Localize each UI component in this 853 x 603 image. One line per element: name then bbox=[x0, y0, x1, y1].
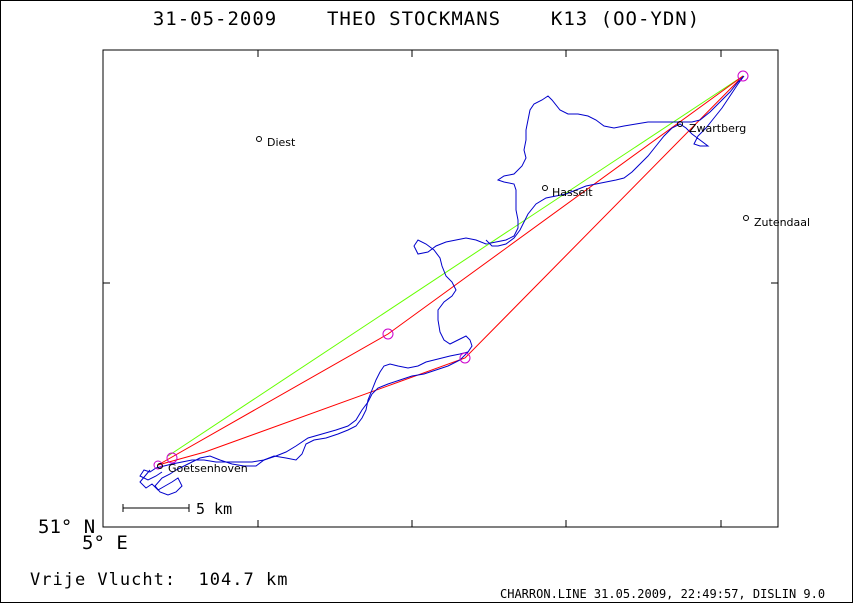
place-marker-zwartberg bbox=[677, 121, 683, 127]
turnpoint-2 bbox=[382, 328, 394, 340]
place-marker-goetsenhoven bbox=[157, 463, 163, 469]
flight-track-return bbox=[139, 351, 469, 481]
turnpoints bbox=[153, 70, 749, 470]
place-marker-diest bbox=[256, 136, 262, 142]
place-label-zutendaal: Zutendaal bbox=[754, 216, 810, 229]
scale-label: 5 km bbox=[196, 500, 232, 518]
turnpoint-3 bbox=[459, 352, 471, 364]
map-frame bbox=[102, 49, 779, 528]
distance-label: Vrije Vlucht: bbox=[30, 570, 177, 590]
flight-track bbox=[139, 75, 745, 496]
turnpoint-4 bbox=[166, 452, 178, 464]
longitude-label: 5° E bbox=[82, 532, 128, 554]
distance-value: 104.7 km bbox=[198, 570, 289, 590]
optimized-route-leg-2 bbox=[157, 75, 744, 466]
pilot-name: THEO STOCKMANS bbox=[326, 8, 502, 30]
place-label-goetsenhoven: Goetsenhoven bbox=[168, 462, 248, 475]
axis-ticks bbox=[103, 50, 778, 527]
turnpoint-1 bbox=[737, 70, 749, 82]
flight-distance: Vrije Vlucht: 104.7 km bbox=[30, 570, 288, 590]
credits-line: CHARRON.LINE 31.05.2009, 22:49:57, DISLI… bbox=[500, 587, 826, 601]
straight-line-route bbox=[167, 75, 744, 457]
flight-date: 31-05-2009 bbox=[152, 8, 278, 30]
place-markers bbox=[157, 121, 749, 469]
place-label-diest: Diest bbox=[267, 136, 296, 149]
latitude-label: 51° N bbox=[38, 516, 96, 538]
optimized-route-leg-1 bbox=[157, 75, 744, 466]
glider-id: K13 (OO-YDN) bbox=[550, 8, 701, 30]
place-label-hasselt: Hasselt bbox=[552, 186, 593, 199]
place-marker-zutendaal bbox=[743, 215, 749, 221]
place-marker-hasselt bbox=[542, 185, 548, 191]
place-label-zwartberg: Zwartberg bbox=[689, 122, 746, 135]
scale-bar bbox=[122, 504, 190, 512]
flight-title: 31-05-2009 THEO STOCKMANS K13 (OO-YDN) bbox=[0, 8, 853, 30]
